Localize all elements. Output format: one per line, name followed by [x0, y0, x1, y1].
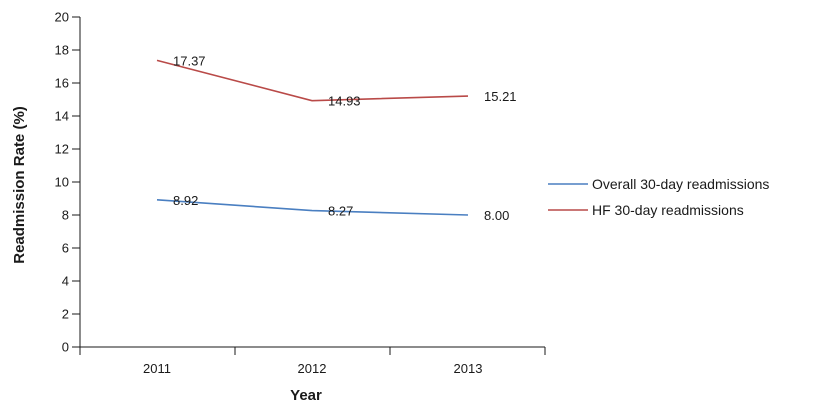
y-tick-label: 14 — [55, 109, 69, 124]
y-tick-label: 4 — [62, 274, 69, 289]
x-tick-label: 2012 — [298, 361, 327, 376]
y-tick-label: 12 — [55, 142, 69, 157]
y-tick-label: 6 — [62, 241, 69, 256]
series-lines — [156, 59, 469, 216]
x-tick-label: 2013 — [454, 361, 483, 376]
series-line — [156, 59, 469, 102]
data-label: 8.00 — [484, 208, 509, 223]
y-tick-label: 18 — [55, 43, 69, 58]
x-axis-ticks: 2011 2012 2013 — [79, 347, 546, 376]
axes — [79, 17, 545, 348]
y-tick-label: 8 — [62, 208, 69, 223]
x-tick-label: 2011 — [143, 361, 171, 376]
data-label: 8.27 — [328, 204, 353, 219]
y-tick-label: 2 — [62, 307, 69, 322]
y-tick-label: 16 — [55, 76, 69, 91]
y-axis-ticks: 0 2 4 6 8 10 12 14 16 18 20 — [55, 10, 80, 355]
data-labels: 8.92 8.27 8.00 17.37 14.93 15.21 — [173, 53, 517, 223]
series-line — [156, 199, 469, 216]
y-tick-label: 0 — [62, 340, 69, 355]
x-axis-title: Year — [290, 387, 322, 404]
legend-label: Overall 30-day readmissions — [592, 176, 769, 192]
legend-label: HF 30-day readmissions — [592, 202, 744, 218]
y-tick-label: 10 — [55, 175, 69, 190]
data-label: 15.21 — [484, 89, 517, 104]
data-label: 14.93 — [328, 94, 361, 109]
y-axis-title: Readmission Rate (%) — [11, 106, 28, 264]
data-label: 8.92 — [173, 193, 198, 208]
legend: Overall 30-day readmissions HF 30-day rea… — [548, 176, 769, 218]
y-tick-label: 20 — [55, 10, 69, 25]
data-label: 17.37 — [173, 53, 206, 68]
